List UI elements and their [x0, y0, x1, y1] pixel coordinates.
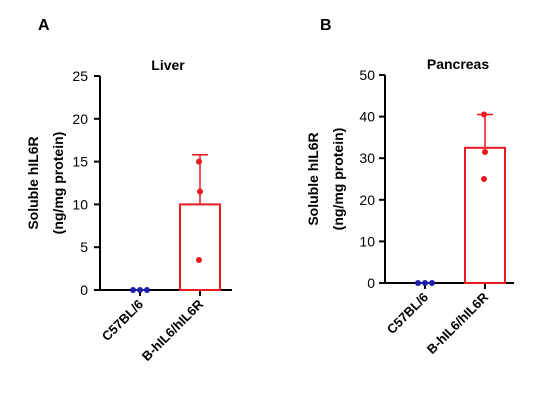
data-point [482, 148, 488, 155]
data-point [481, 111, 487, 118]
y-tick-label: 10 [72, 196, 88, 212]
y-tick-label: 20 [359, 192, 375, 208]
data-point [481, 176, 487, 182]
x-category-label: C57BL/6 [99, 297, 146, 344]
data-point [196, 257, 202, 264]
y-tick-label: 20 [72, 111, 88, 127]
y-tick-label: 10 [359, 233, 375, 249]
data-point [130, 287, 136, 293]
data-point [197, 188, 203, 195]
data-point [144, 287, 150, 293]
chart-title: Liver [151, 57, 185, 73]
bar-humanized [464, 146, 506, 284]
y-axis-label: Soluble hIL6R [305, 132, 321, 225]
x-category-label: B-hIL6/hIL6R [139, 296, 207, 364]
x-category-label: C57BL/6 [384, 290, 431, 337]
chart-panel-b: B Pancreas Soluble hIL6R (ng/mg protein) 0 10… [305, 17, 514, 357]
data-point [196, 158, 202, 165]
y-tick-label: 50 [359, 67, 375, 83]
data-point [137, 287, 143, 293]
chart-panel-a: A Liver Soluble hIL6R (ng/mg protein) 0 5 10 15… [25, 17, 232, 364]
bar-humanized [179, 203, 221, 291]
y-tick-label: 30 [359, 150, 375, 166]
y-tick-label: 40 [359, 109, 375, 125]
y-tick-label: 0 [367, 275, 375, 291]
data-point [422, 280, 428, 286]
x-category-label: B-hIL6/hIL6R [424, 289, 492, 357]
chart-title: Pancreas [427, 56, 489, 72]
y-tick-label: 25 [72, 68, 88, 84]
data-point [429, 280, 435, 286]
y-tick-label: 5 [80, 239, 88, 255]
y-tick-label: 15 [72, 154, 88, 170]
data-point [415, 280, 421, 286]
panel-letter: B [320, 17, 332, 34]
y-axis-label: Soluble hIL6R [25, 136, 41, 229]
panel-letter: A [38, 17, 50, 34]
y-axis-label-unit: (ng/mg protein) [50, 132, 66, 235]
y-axis-label-unit: (ng/mg protein) [330, 128, 346, 231]
y-tick-label: 0 [80, 282, 88, 298]
